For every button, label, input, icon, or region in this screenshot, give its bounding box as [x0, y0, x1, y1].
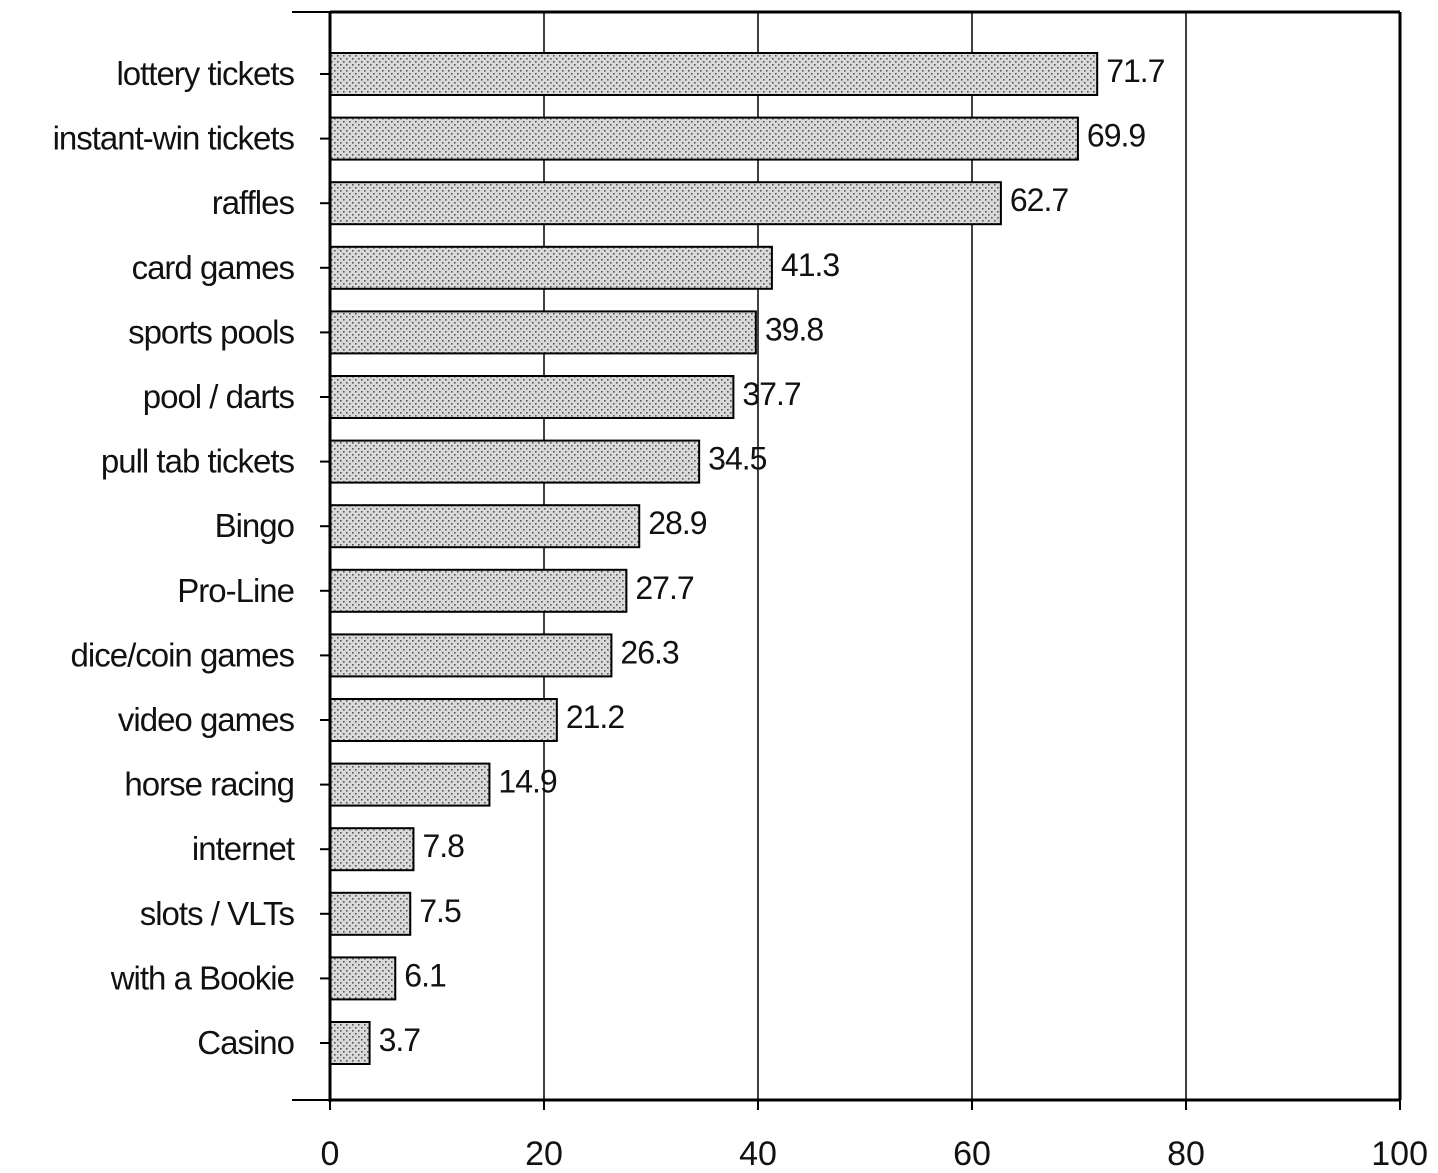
- category-label-14: with a Bookie: [110, 959, 294, 996]
- axes: [292, 12, 1400, 1110]
- value-label-12: 7.8: [422, 828, 464, 864]
- category-label-8: Pro-Line: [177, 572, 294, 609]
- bar-7: [330, 505, 639, 547]
- bar-11: [330, 764, 489, 806]
- category-label-0: lottery tickets: [116, 55, 294, 92]
- bar-10: [330, 699, 557, 741]
- bar-2: [330, 182, 1001, 224]
- category-label-3: card games: [132, 249, 295, 286]
- value-label-9: 26.3: [620, 634, 678, 670]
- bar-14: [330, 957, 395, 999]
- value-label-15: 3.7: [379, 1022, 421, 1058]
- category-label-15: Casino: [197, 1024, 294, 1061]
- category-label-13: slots / VLTs: [140, 895, 295, 932]
- value-label-6: 34.5: [708, 441, 766, 477]
- value-label-1: 69.9: [1087, 118, 1145, 154]
- value-label-3: 41.3: [781, 247, 839, 283]
- x-tick-label-0: 0: [321, 1135, 340, 1173]
- value-label-14: 6.1: [404, 957, 446, 993]
- value-label-13: 7.5: [419, 893, 461, 929]
- gridlines: [544, 12, 1400, 1100]
- bar-0: [330, 53, 1097, 95]
- value-label-5: 37.7: [742, 376, 800, 412]
- value-label-7: 28.9: [648, 505, 706, 541]
- category-label-4: sports pools: [128, 313, 294, 350]
- value-label-4: 39.8: [765, 311, 823, 347]
- value-label-2: 62.7: [1010, 182, 1068, 218]
- category-label-9: dice/coin games: [71, 636, 295, 673]
- category-label-12: internet: [192, 830, 295, 867]
- category-label-11: horse racing: [124, 766, 294, 803]
- bar-1: [330, 118, 1078, 160]
- bar-4: [330, 311, 756, 353]
- bar-13: [330, 893, 410, 935]
- x-tick-label-60: 60: [953, 1135, 991, 1173]
- category-label-2: raffles: [212, 184, 295, 221]
- x-tick-label-80: 80: [1167, 1135, 1205, 1173]
- bar-6: [330, 441, 699, 483]
- x-tick-label-100: 100: [1371, 1135, 1428, 1173]
- value-label-10: 21.2: [566, 699, 624, 735]
- category-label-6: pull tab tickets: [101, 443, 295, 480]
- x-tick-label-20: 20: [525, 1135, 563, 1173]
- x-tick-label-40: 40: [739, 1135, 777, 1173]
- bar-8: [330, 570, 626, 612]
- value-label-0: 71.7: [1106, 53, 1164, 89]
- category-label-1: instant-win tickets: [53, 120, 295, 157]
- bar-12: [330, 828, 413, 870]
- value-label-8: 27.7: [635, 570, 693, 606]
- value-label-11: 14.9: [498, 764, 556, 800]
- category-label-5: pool / darts: [143, 378, 295, 415]
- bar-15: [330, 1022, 370, 1064]
- category-label-10: video games: [118, 701, 295, 738]
- bar-5: [330, 376, 733, 418]
- bar-3: [330, 247, 772, 289]
- bar-9: [330, 634, 611, 676]
- category-label-7: Bingo: [215, 507, 294, 544]
